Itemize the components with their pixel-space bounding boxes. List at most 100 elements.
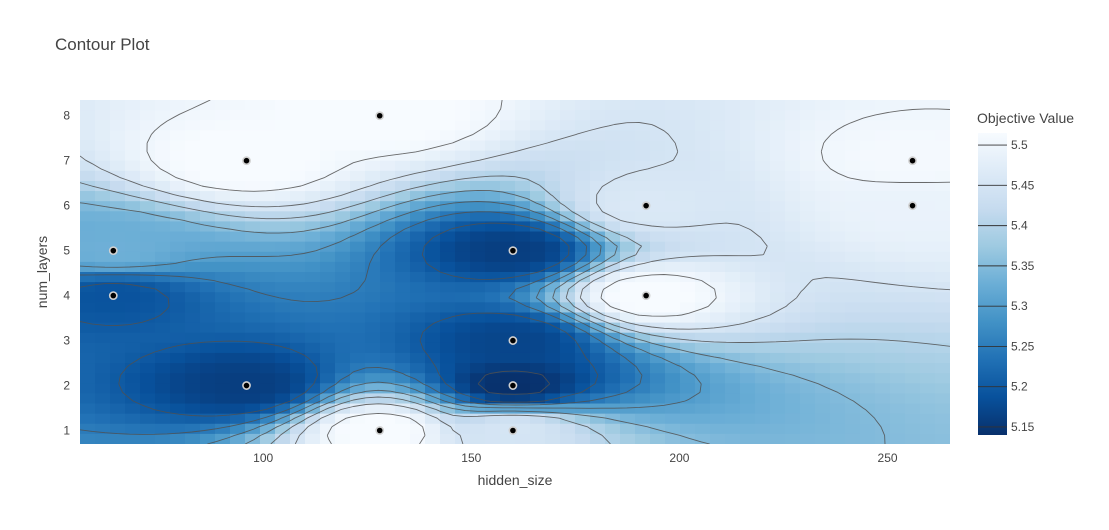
heatmap-cell: [380, 272, 396, 283]
heatmap-cell: [110, 140, 126, 152]
heatmap-cell: [515, 201, 531, 212]
heatmap-cell: [515, 413, 531, 425]
heatmap-cell: [650, 170, 666, 182]
heatmap-cell: [455, 160, 471, 172]
trial-point[interactable]: [508, 426, 518, 435]
heatmap-cell: [575, 302, 591, 314]
heatmap-cell: [335, 201, 351, 212]
trial-point[interactable]: [375, 111, 385, 121]
heatmap-cell: [80, 332, 96, 344]
heatmap-cell: [860, 241, 876, 253]
heatmap-cell: [650, 120, 666, 131]
heatmap-cell: [305, 251, 321, 263]
heatmap-cell: [260, 433, 276, 444]
heatmap-cell: [710, 110, 726, 121]
trial-point[interactable]: [508, 381, 518, 390]
heatmap-cell: [470, 211, 486, 223]
heatmap-cell: [275, 403, 291, 415]
heatmap-cell: [590, 272, 606, 283]
heatmap-cell: [275, 150, 291, 162]
heatmap-cell: [470, 403, 486, 415]
trial-point[interactable]: [641, 201, 651, 211]
trial-point[interactable]: [508, 246, 518, 256]
trial-point[interactable]: [375, 426, 385, 435]
heatmap-cell: [185, 150, 201, 162]
heatmap-cell: [665, 211, 681, 223]
trial-point[interactable]: [242, 381, 251, 390]
trial-point[interactable]: [508, 336, 518, 345]
heatmap-cell: [830, 110, 846, 121]
heatmap-cell: [560, 170, 576, 182]
heatmap-cell: [500, 201, 516, 212]
heatmap-cell: [80, 180, 96, 192]
heatmap-cell: [875, 332, 891, 344]
heatmap-cell: [560, 191, 576, 202]
trial-point[interactable]: [108, 246, 118, 256]
heatmap-cell: [275, 241, 291, 253]
heatmap-cell: [215, 150, 231, 162]
heatmap-cell: [290, 160, 306, 172]
heatmap-cell: [365, 363, 381, 374]
heatmap-cell: [875, 221, 891, 233]
heatmap-cell: [380, 332, 396, 344]
heatmap-cell: [545, 150, 561, 162]
heatmap-cell: [560, 231, 576, 243]
heatmap-cell: [860, 352, 876, 364]
heatmap-cell: [500, 352, 516, 364]
heatmap-cell: [830, 201, 846, 212]
heatmap-cell: [95, 191, 111, 202]
trial-point[interactable]: [908, 201, 917, 211]
heatmap-cell: [710, 251, 726, 263]
heatmap-cell: [245, 180, 261, 192]
heatmap-cell: [560, 332, 576, 344]
heatmap-cell: [830, 373, 846, 384]
heatmap-cell: [860, 100, 876, 111]
x-tick-label: 200: [669, 451, 689, 465]
heatmap-cell: [80, 393, 96, 405]
colorbar-tick-label: 5.4: [1011, 219, 1028, 233]
heatmap-cell: [590, 373, 606, 384]
heatmap-cell: [335, 211, 351, 223]
heatmap-cell: [335, 342, 351, 354]
heatmap-cell: [140, 150, 156, 162]
heatmap-cell: [695, 231, 711, 243]
heatmap-cell: [230, 110, 246, 121]
heatmap-cell: [665, 201, 681, 212]
heatmap-cell: [260, 170, 276, 182]
heatmap-cell: [905, 110, 921, 121]
heatmap-cell: [125, 251, 141, 263]
heatmap-cell: [185, 211, 201, 223]
heatmap-cell: [170, 272, 186, 283]
heatmap-cell: [710, 282, 726, 293]
heatmap-cell: [470, 231, 486, 243]
heatmap-cell: [125, 282, 141, 293]
trial-point[interactable]: [641, 291, 651, 301]
heatmap-cell: [710, 160, 726, 172]
heatmap-cell: [755, 211, 771, 223]
heatmap-cell: [665, 302, 681, 314]
heatmap-cell: [845, 373, 861, 384]
trial-point[interactable]: [108, 291, 118, 301]
heatmap-cell: [80, 221, 96, 233]
heatmap-cell: [230, 201, 246, 212]
heatmap-cell: [95, 393, 111, 405]
trial-point[interactable]: [908, 156, 917, 166]
heatmap-cell: [230, 302, 246, 314]
heatmap-cell: [185, 433, 201, 444]
heatmap-cell: [95, 282, 111, 293]
heatmap-cell: [80, 373, 96, 384]
heatmap-cell: [695, 150, 711, 162]
heatmap-cell: [560, 221, 576, 233]
heatmap-cell: [650, 433, 666, 444]
heatmap-cell: [410, 221, 426, 233]
heatmap-cell: [785, 231, 801, 243]
heatmap-cell: [635, 423, 651, 435]
heatmap-cell: [755, 322, 771, 334]
heatmap-cell: [80, 160, 96, 172]
heatmap-cell: [95, 100, 111, 111]
heatmap-cell: [725, 251, 741, 263]
trial-point[interactable]: [242, 156, 251, 166]
heatmap-cell: [380, 342, 396, 354]
heatmap-cell: [710, 312, 726, 324]
heatmap-cell: [155, 170, 171, 182]
